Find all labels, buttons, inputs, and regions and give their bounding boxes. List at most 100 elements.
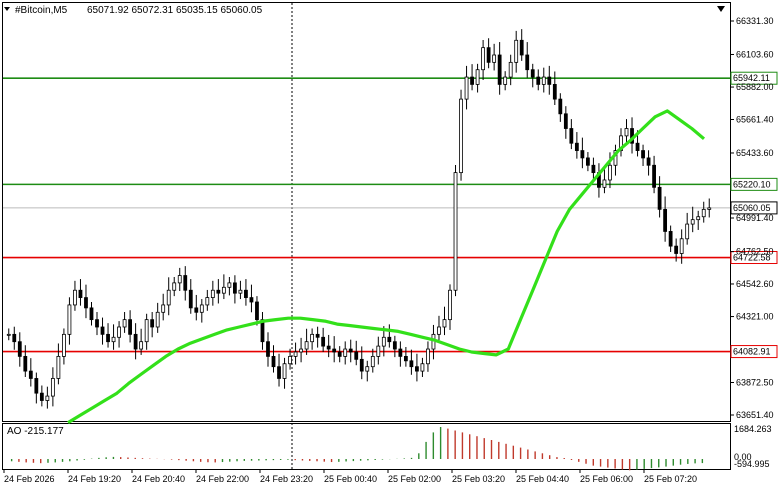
candle-body <box>194 307 199 313</box>
candle-body <box>624 128 629 137</box>
candle-body <box>45 395 50 401</box>
candle-body <box>117 326 121 338</box>
y-tick-label: 64321.00 <box>736 312 774 322</box>
moving-average-line <box>67 109 706 424</box>
candle-body <box>293 351 298 357</box>
candle-body <box>420 363 425 372</box>
y-tick-label: 66103.60 <box>736 49 774 59</box>
candle-body <box>150 319 155 328</box>
level-tag-label: 64082.91 <box>733 347 771 357</box>
candle-body <box>558 98 563 115</box>
candle-body <box>282 363 287 379</box>
candle-body <box>508 61 513 78</box>
candle-body <box>106 333 110 343</box>
candle-body <box>696 216 701 221</box>
candle-body <box>619 135 623 151</box>
candle-body <box>216 289 221 294</box>
candle-body <box>359 358 364 372</box>
candle-body <box>34 378 39 394</box>
ao-scale-bottom: -594.995 <box>734 459 770 469</box>
y-tick-label: 66331.30 <box>736 16 774 26</box>
candle-body <box>707 207 712 210</box>
candle-body <box>486 47 491 63</box>
level-tag-box <box>730 345 778 359</box>
candle-body <box>536 76 541 85</box>
candle-body <box>172 282 177 291</box>
candle-body <box>415 366 419 372</box>
level-tag-label: 65942.11 <box>733 73 770 83</box>
y-tick-label: 65882.00 <box>736 82 774 92</box>
candle-body <box>332 348 337 353</box>
candle-body <box>459 98 463 174</box>
candle-body <box>39 392 44 401</box>
candle-body <box>591 164 596 174</box>
candle-body <box>608 164 612 181</box>
candle-body <box>475 69 480 85</box>
candle-body <box>17 341 22 357</box>
candle-body <box>453 172 458 291</box>
candle-body <box>679 238 684 254</box>
candle-body <box>657 186 662 210</box>
candle-body <box>221 286 226 294</box>
candle-body <box>348 348 353 353</box>
y-tick-label: 64991.40 <box>736 213 774 223</box>
candle-body <box>326 345 331 350</box>
candle-body <box>525 54 530 71</box>
level-tag-box <box>730 177 778 191</box>
candle-body <box>365 366 370 372</box>
current-price-label: 65060.05 <box>733 203 771 213</box>
candle-body <box>128 319 133 335</box>
candle-body <box>299 348 303 353</box>
x-tick-label: 25 Feb 03:20 <box>452 474 505 484</box>
candle-body <box>144 319 149 343</box>
current-price-box <box>730 201 778 215</box>
candle-body <box>95 319 99 328</box>
candle-body <box>56 355 61 379</box>
candle-body <box>161 304 166 313</box>
candle-body <box>574 142 579 151</box>
y-tick-label: 63872.50 <box>736 377 774 387</box>
x-tick-label: 24 Feb 20:40 <box>132 474 185 484</box>
candle-body <box>541 76 546 85</box>
candle-body <box>73 289 77 306</box>
candle-body <box>646 157 651 166</box>
candle-body <box>552 84 557 100</box>
candle-body <box>403 355 408 362</box>
x-tick-label: 24 Feb 19:20 <box>68 474 121 484</box>
dropdown-arrow-icon[interactable] <box>4 7 10 11</box>
ao-indicator-label: AO -215.177 <box>7 426 64 437</box>
candle-body <box>641 150 645 159</box>
x-tick-label: 25 Feb 00:40 <box>324 474 377 484</box>
ao-scale-top: 1684.263 <box>734 424 772 434</box>
level-tag-box <box>730 251 778 265</box>
level-tag-box <box>730 71 778 85</box>
candle-body <box>78 289 83 298</box>
candle-body <box>155 311 160 328</box>
candle-body <box>492 54 497 63</box>
candle-body <box>315 333 320 338</box>
level-tag-label: 64722.58 <box>733 253 771 263</box>
candle-body <box>437 326 441 335</box>
candle-body <box>227 282 232 288</box>
candle-body <box>249 297 254 303</box>
candle-body <box>183 275 188 291</box>
y-tick-label: 64762.50 <box>736 247 774 257</box>
candle-body <box>62 333 66 357</box>
candle-body <box>409 360 414 368</box>
candles-layer <box>6 29 712 409</box>
candle-body <box>133 333 138 350</box>
candle-body <box>343 348 348 357</box>
main-plot-frame <box>2 2 731 422</box>
candle-body <box>50 378 55 397</box>
ohlc-label: 65071.92 65072.31 65035.15 65060.05 <box>87 5 263 16</box>
ao-plot-frame <box>2 423 731 470</box>
candle-body <box>260 319 265 343</box>
candle-body <box>199 304 204 313</box>
chart-shift-icon[interactable] <box>717 6 725 12</box>
candle-body <box>481 47 486 71</box>
candle-body <box>398 348 403 357</box>
ao-layer <box>10 427 704 471</box>
candle-body <box>381 336 386 347</box>
candle-body <box>255 301 259 321</box>
